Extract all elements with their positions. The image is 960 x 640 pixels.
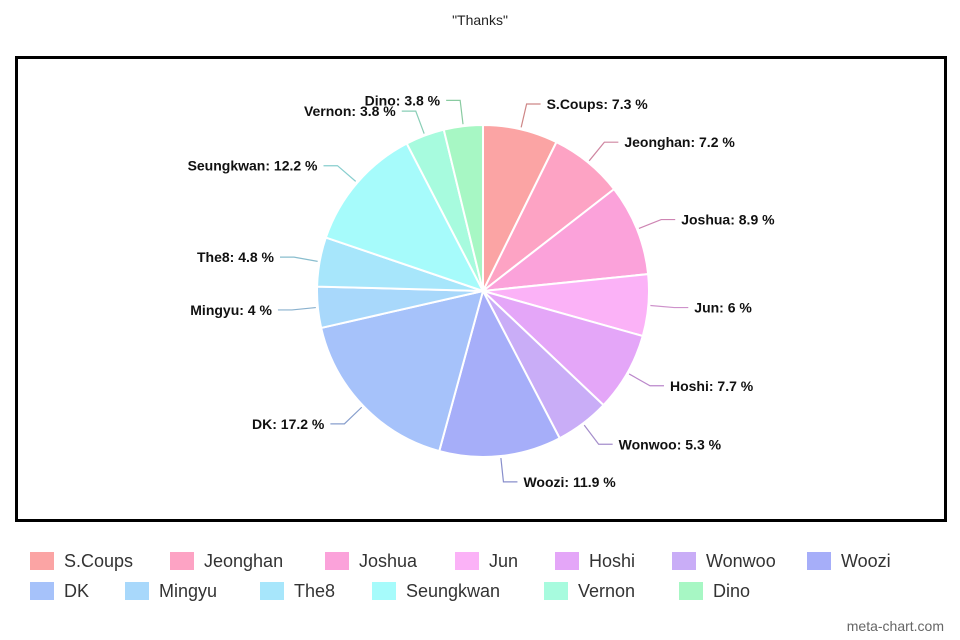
- legend-label-the8: The8: [294, 580, 336, 601]
- pie-slice-woozi: [438, 288, 562, 458]
- leader-line-joshua: [638, 218, 676, 230]
- legend-label-hoshi: Hoshi: [589, 550, 636, 571]
- pie-slice-dk: [319, 289, 485, 453]
- legend-item-dk: DK: [30, 576, 125, 606]
- slice-label-vernon: Vernon: 3.8 %: [304, 103, 396, 119]
- slice-label-jeonghan: Jeonghan: 7.2 %: [624, 134, 735, 150]
- watermark: meta-chart.com: [846, 618, 944, 634]
- legend-item-seungkwan: Seungkwan: [372, 576, 544, 606]
- leader-line-jeonghan: [588, 141, 619, 162]
- legend-row-2: DK Mingyu The8 Seungkwan Vernon Dino: [30, 576, 940, 606]
- legend-label-dk: DK: [64, 580, 90, 601]
- legend-label-jeonghan: Jeonghan: [204, 550, 284, 571]
- legend-label-mingyu: Mingyu: [159, 580, 218, 601]
- legend-item-jeonghan: Jeonghan: [170, 546, 325, 576]
- legend-label-vernon: Vernon: [578, 580, 636, 601]
- leader-line-dino: [446, 99, 464, 125]
- legend-item-dino: Dino: [679, 576, 779, 606]
- legend: S.Coups Jeonghan Joshua Jun Hoshi Wonwoo Woozi…: [30, 546, 940, 606]
- legend-label-dino: Dino: [713, 580, 751, 601]
- legend-item-joshua: Joshua: [325, 546, 455, 576]
- leader-line-mingyu: [277, 306, 316, 311]
- legend-swatch-wonwoo: [672, 552, 696, 570]
- legend-item-wonwoo: Wonwoo: [672, 546, 807, 576]
- legend-item-mingyu: Mingyu: [125, 576, 260, 606]
- slice-label-dino: Dino: 3.8 %: [365, 92, 441, 108]
- legend-item-vernon: Vernon: [544, 576, 679, 606]
- legend-label-joshua: Joshua: [359, 550, 418, 571]
- leader-line-wonwoo: [583, 424, 613, 445]
- pie-slice-seungkwan: [324, 142, 486, 293]
- leader-line-jun: [650, 304, 689, 309]
- slice-label-s-coups: S.Coups: 7.3 %: [547, 96, 649, 112]
- slice-label-wonwoo: Wonwoo: 5.3 %: [619, 436, 722, 452]
- leader-line-dk: [330, 406, 363, 425]
- legend-swatch-the8: [260, 582, 284, 600]
- legend-swatch-woozi: [807, 552, 831, 570]
- chart-title: "Thanks": [452, 12, 508, 28]
- pie-chart: S.Coups: 7.3 % Jeonghan: 7.2 % Joshua: 8.9…: [188, 92, 776, 490]
- legend-swatch-s-coups: [30, 552, 54, 570]
- legend-swatch-dk: [30, 582, 54, 600]
- slice-label-woozi: Woozi: 11.9 %: [523, 474, 616, 490]
- legend-swatch-joshua: [325, 552, 349, 570]
- legend-row-1: S.Coups Jeonghan Joshua Jun Hoshi Wonwoo Woozi: [30, 546, 940, 576]
- legend-label-wonwoo: Wonwoo: [706, 550, 776, 571]
- legend-swatch-mingyu: [125, 582, 149, 600]
- slice-label-hoshi: Hoshi: 7.7 %: [670, 378, 754, 394]
- slice-label-mingyu: Mingyu: 4 %: [190, 302, 272, 318]
- legend-label-seungkwan: Seungkwan: [406, 580, 501, 601]
- leader-line-vernon: [401, 110, 425, 134]
- pie-slice-joshua: [479, 187, 650, 293]
- legend-label-s-coups: S.Coups: [64, 550, 134, 571]
- plot-area: S.Coups: 7.3 % Jeonghan: 7.2 % Joshua: 8.9…: [15, 56, 947, 522]
- legend-item-the8: The8: [260, 576, 372, 606]
- leader-line-seungkwan: [323, 165, 357, 182]
- legend-swatch-vernon: [544, 582, 568, 600]
- leader-line-s-coups: [520, 103, 541, 128]
- slice-label-dk: DK: 17.2 %: [252, 416, 325, 432]
- legend-swatch-hoshi: [555, 552, 579, 570]
- legend-item-jun: Jun: [455, 546, 555, 576]
- legend-swatch-dino: [679, 582, 703, 600]
- slice-label-the8: The8: 4.8 %: [197, 249, 275, 265]
- legend-swatch-jun: [455, 552, 479, 570]
- legend-item-woozi: Woozi: [807, 546, 907, 576]
- legend-item-hoshi: Hoshi: [555, 546, 672, 576]
- slice-label-jun: Jun: 6 %: [694, 300, 752, 316]
- legend-swatch-jeonghan: [170, 552, 194, 570]
- leader-line-hoshi: [628, 373, 664, 387]
- slice-label-joshua: Joshua: 8.9 %: [681, 212, 775, 228]
- legend-label-woozi: Woozi: [841, 550, 891, 571]
- legend-item-s-coups: S.Coups: [30, 546, 170, 576]
- leader-line-woozi: [500, 457, 518, 483]
- legend-swatch-seungkwan: [372, 582, 396, 600]
- pie-slice-dino: [442, 123, 484, 292]
- slice-label-seungkwan: Seungkwan: 12.2 %: [188, 158, 318, 174]
- legend-label-jun: Jun: [489, 550, 519, 571]
- leader-line-the8: [280, 256, 318, 262]
